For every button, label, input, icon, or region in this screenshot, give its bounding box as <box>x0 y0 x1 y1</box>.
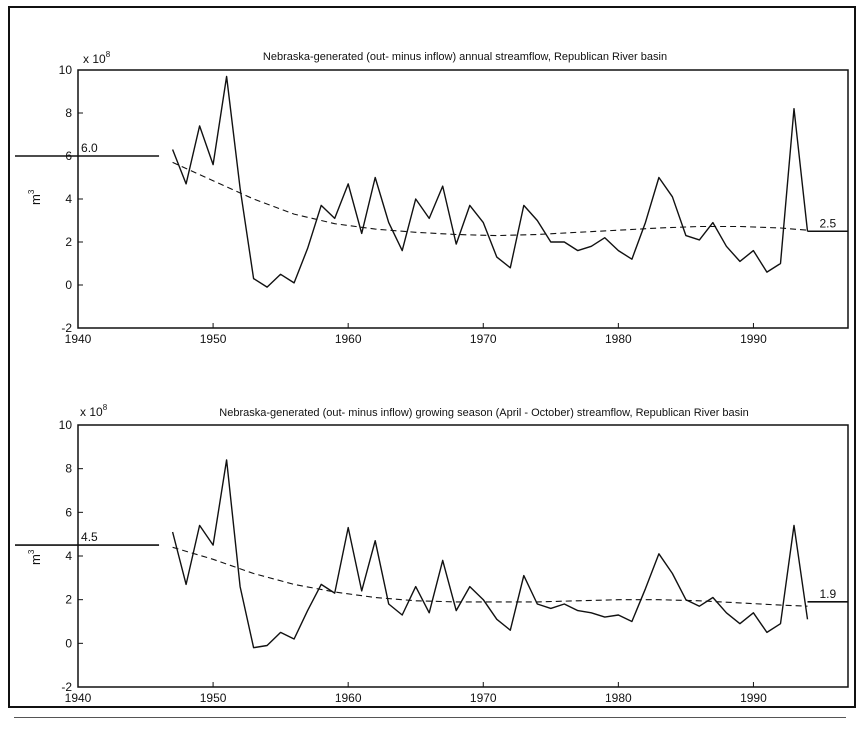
reference-label: 1.9 <box>819 587 836 601</box>
chart-marks: 6.0 2.5 <box>15 75 848 288</box>
bottom-rule <box>14 717 846 718</box>
x-tick-label: 1980 <box>605 691 632 705</box>
y-tick-label: -2 <box>61 680 72 694</box>
streamflow-line <box>171 459 809 649</box>
x-tick-label: 1940 <box>65 332 92 346</box>
chart-title: Nebraska-generated (out- minus inflow) g… <box>219 407 748 419</box>
tick-labels: -2 0 2 4 6 8 10 1940 1950 1960 1970 1980 1990 <box>59 418 767 705</box>
x-tick-label: 1940 <box>65 691 92 705</box>
y-tick-label: 2 <box>65 593 72 607</box>
x-tick-label: 1990 <box>740 332 767 346</box>
y-tick-label: 10 <box>59 63 73 77</box>
annual-streamflow-chart: x 108 Nebraska-generated (out- minus inf… <box>15 50 849 346</box>
reference-label: 6.0 <box>81 141 98 155</box>
reference-label: 2.5 <box>819 216 836 230</box>
x-tick-label: 1990 <box>740 691 767 705</box>
trend-line <box>172 546 808 607</box>
reference-label: 4.5 <box>81 530 98 544</box>
y-tick-label: 8 <box>65 462 72 476</box>
plot-area <box>77 424 849 688</box>
scale-label: x 108 <box>83 50 111 66</box>
chart-marks: 4.5 1.9 <box>15 459 848 649</box>
scale-label: x 108 <box>80 403 108 419</box>
y-tick-label: 2 <box>65 235 72 249</box>
y-tick-label: 4 <box>65 192 72 206</box>
x-tick-label: 1950 <box>200 332 227 346</box>
x-tick-label: 1970 <box>470 691 497 705</box>
x-tick-label: 1960 <box>335 691 362 705</box>
x-tick-label: 1970 <box>470 332 497 346</box>
figure-frame <box>8 6 856 708</box>
y-tick-label: 6 <box>65 505 72 519</box>
y-tick-label: 10 <box>59 418 73 432</box>
y-tick-label: 0 <box>65 636 72 650</box>
y-axis-label: m3 <box>27 189 43 205</box>
x-tick-label: 1980 <box>605 332 632 346</box>
y-tick-label: 4 <box>65 549 72 563</box>
trend-line <box>172 161 808 237</box>
plot-area <box>77 69 849 329</box>
streamflow-line <box>171 75 809 288</box>
y-tick-label: -2 <box>61 321 72 335</box>
y-tick-label: 8 <box>65 106 72 120</box>
growing-season-streamflow-chart: x 108 Nebraska-generated (out- minus inf… <box>15 403 849 705</box>
chart-title: Nebraska-generated (out- minus inflow) a… <box>263 51 667 63</box>
x-tick-label: 1960 <box>335 332 362 346</box>
x-tick-label: 1950 <box>200 691 227 705</box>
y-axis-label: m3 <box>27 549 43 565</box>
y-tick-label: 0 <box>65 278 72 292</box>
